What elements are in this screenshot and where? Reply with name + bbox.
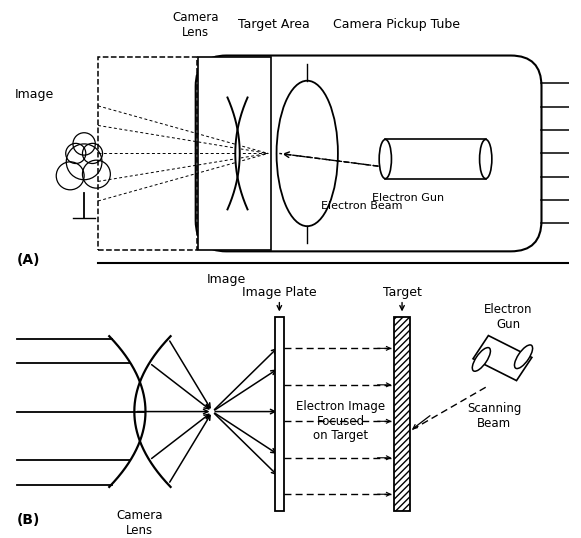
Text: on Target: on Target — [313, 429, 368, 442]
Ellipse shape — [277, 81, 338, 226]
Bar — [98, 56, 198, 250]
Text: Camera
Lens: Camera Lens — [173, 11, 219, 39]
Text: (B): (B) — [17, 513, 41, 527]
Text: Electron Beam: Electron Beam — [321, 201, 403, 211]
Text: Target: Target — [383, 286, 421, 299]
Ellipse shape — [472, 348, 490, 371]
Text: Electron Gun: Electron Gun — [372, 193, 444, 203]
Text: Camera Pickup Tube: Camera Pickup Tube — [333, 18, 460, 31]
Bar — [385, 139, 486, 179]
Text: Target Area: Target Area — [238, 18, 310, 31]
Ellipse shape — [479, 139, 492, 179]
Text: Image Plate: Image Plate — [242, 286, 317, 299]
Bar — [275, 317, 284, 511]
Text: Image: Image — [207, 273, 246, 286]
Ellipse shape — [514, 345, 533, 369]
Text: Electron
Gun: Electron Gun — [484, 303, 532, 331]
Ellipse shape — [379, 139, 392, 179]
Text: Electron Image: Electron Image — [296, 400, 385, 413]
Bar — [394, 317, 410, 511]
Text: (A): (A) — [17, 253, 41, 267]
FancyBboxPatch shape — [196, 55, 541, 251]
Text: Scanning
Beam: Scanning Beam — [467, 402, 521, 430]
Bar — [199, 56, 271, 250]
Bar — [473, 336, 532, 380]
Text: Focused: Focused — [317, 415, 365, 428]
Text: Camera
Lens: Camera Lens — [117, 509, 163, 537]
Text: Image: Image — [15, 88, 53, 101]
